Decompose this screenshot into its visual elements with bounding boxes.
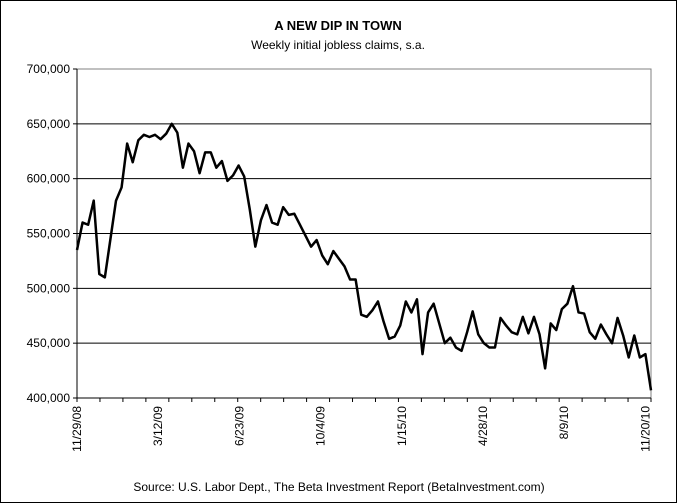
y-tick-label: 650,000: [27, 117, 71, 131]
x-tick-label: 8/9/10: [557, 406, 571, 440]
series-line: [75, 122, 653, 391]
x-tick-label: 1/15/10: [395, 406, 409, 446]
x-tick-label: 11/20/10: [638, 406, 652, 452]
x-tick-label: 11/29/08: [70, 406, 84, 452]
y-tick-label: 400,000: [27, 391, 71, 405]
chart-title: A NEW DIP IN TOWN: [274, 18, 402, 33]
y-tick-label: 550,000: [27, 227, 71, 241]
y-tick-label: 500,000: [27, 281, 71, 295]
y-tick-label: 700,000: [27, 62, 71, 76]
x-tick-label: 3/12/09: [151, 406, 165, 446]
x-axis-ticks: 11/29/08 3/12/09 6/23/09 10/4/09 1/15/10 4/28…: [70, 398, 652, 452]
chart-subtitle: Weekly initial jobless claims, s.a.: [251, 38, 425, 52]
chart-source: Source: U.S. Labor Dept., The Beta Inves…: [133, 480, 544, 494]
y-tick-label: 450,000: [27, 336, 71, 350]
x-tick-label: 4/28/10: [476, 406, 490, 446]
x-tick-label: 10/4/09: [314, 406, 328, 446]
x-tick-label: 6/23/09: [232, 406, 246, 446]
y-tick-label: 600,000: [27, 172, 71, 186]
y-axis-ticks: 400,000 450,000 500,000 550,000 600,000 650,0…: [27, 62, 77, 405]
